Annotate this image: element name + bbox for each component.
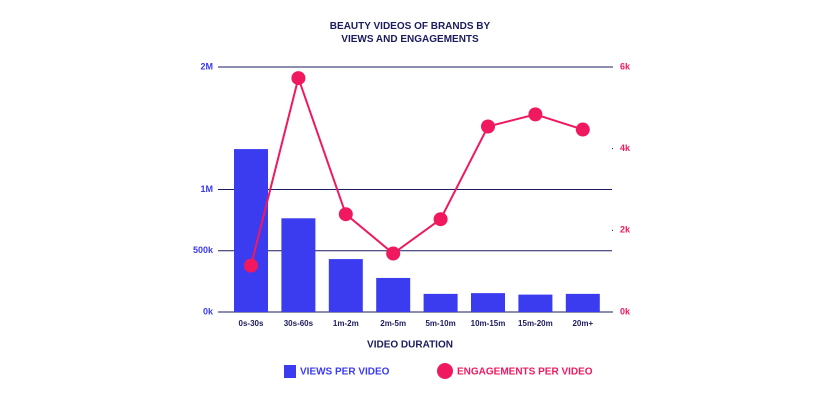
- line-point: [433, 212, 448, 227]
- y2-tick-label: 0k: [620, 306, 631, 316]
- line-point: [528, 107, 543, 122]
- legend-label: VIEWS PER VIDEO: [300, 367, 390, 378]
- bar: [471, 293, 505, 312]
- x-tick-label: 5m-10m: [425, 319, 455, 328]
- x-tick-label: 30s-60s: [284, 319, 314, 328]
- line-point: [575, 122, 590, 137]
- y2-tick-label: 4k: [620, 143, 631, 153]
- y-tick-label: 1M: [200, 184, 213, 194]
- x-tick-label: 20m+: [572, 319, 593, 328]
- line: [250, 74, 584, 266]
- y-tick-label: 0k: [203, 306, 214, 316]
- y-tick-label: 500k: [193, 245, 214, 255]
- bar: [328, 259, 363, 312]
- x-tick-label: 1m-2m: [333, 319, 359, 328]
- bar: [423, 293, 458, 312]
- x-tick-label: 0s-30s: [239, 319, 264, 328]
- line-point: [338, 207, 353, 222]
- bar: [281, 218, 316, 312]
- line-point: [386, 246, 401, 261]
- legend-swatch: [284, 365, 296, 378]
- x-tick-label: 10m-15m: [471, 319, 506, 328]
- bar: [518, 294, 553, 312]
- bar: [565, 293, 600, 312]
- line-point: [481, 119, 495, 134]
- line-point: [291, 71, 306, 86]
- y2-tick-label: 6k: [620, 61, 631, 71]
- line-point: [244, 258, 258, 273]
- bar: [376, 277, 411, 312]
- x-axis-label: VIDEO DURATION: [367, 340, 453, 351]
- x-tick-label: 2m-5m: [380, 319, 406, 328]
- x-tick-label: 15m-20m: [518, 319, 553, 328]
- legend-swatch: [437, 363, 453, 379]
- y-tick-label: 2M: [200, 61, 213, 71]
- bar: [234, 149, 268, 312]
- y2-tick-label: 2k: [620, 225, 631, 235]
- legend-label: ENGAGEMENTS PER VIDEO: [457, 367, 593, 378]
- chart-title: BEAUTY VIDEOS OF BRANDS BY VIEWS AND ENG…: [329, 21, 491, 45]
